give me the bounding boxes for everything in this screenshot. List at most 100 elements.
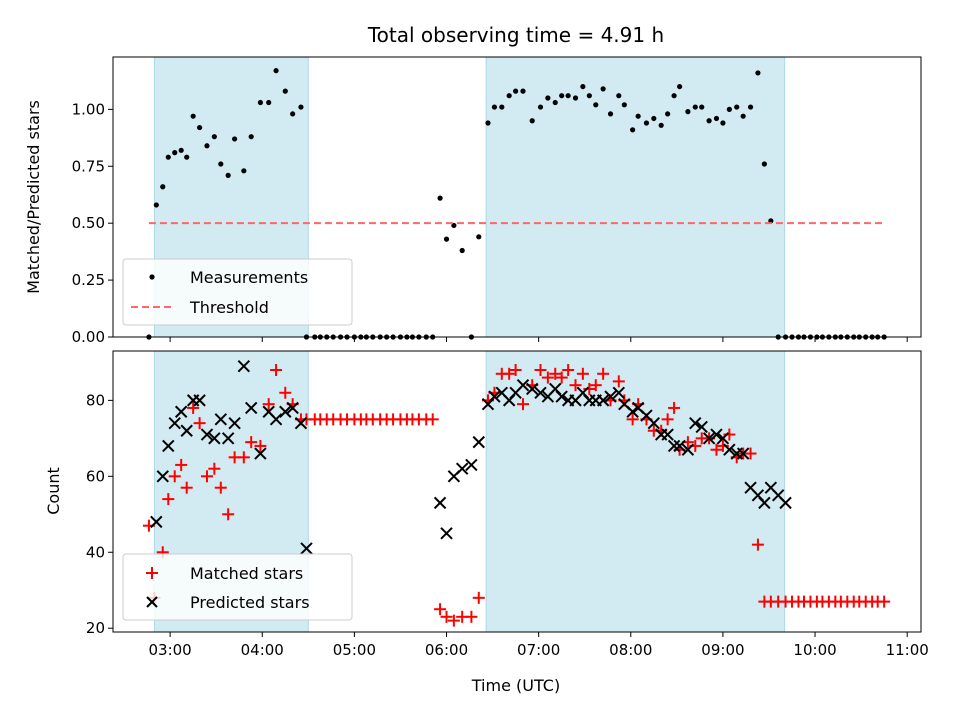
matched-star-point bbox=[661, 413, 674, 426]
ratio-legend: Measurements Threshold bbox=[122, 258, 353, 326]
predicted-star-point bbox=[647, 416, 661, 430]
matched-star-point bbox=[516, 398, 529, 411]
measurement-point bbox=[290, 111, 296, 117]
x-tick-label: 05:00 bbox=[333, 641, 376, 659]
matched-star-point bbox=[534, 363, 547, 376]
legend-predicted-marker bbox=[146, 596, 158, 608]
matched-star-point bbox=[472, 591, 485, 604]
measurement-point bbox=[665, 111, 671, 117]
matched-star-point bbox=[214, 481, 227, 494]
count-axis-ticks: 20 40 60 80 03:00 04:00 05:00 06:00 07:00 08:00 09… bbox=[86, 391, 929, 659]
matched-star-point bbox=[254, 439, 267, 452]
matched-star-point bbox=[162, 493, 175, 506]
measurement-point bbox=[506, 93, 512, 99]
x-tick-label: 11:00 bbox=[886, 641, 929, 659]
measurement-point bbox=[586, 93, 592, 99]
predicted-star-point bbox=[180, 424, 193, 437]
measurement-point bbox=[677, 83, 683, 90]
y-tick-label: 0.75 bbox=[72, 157, 105, 175]
measurement-point bbox=[513, 88, 519, 94]
matched-star-point bbox=[434, 603, 447, 616]
matched-star-point bbox=[187, 401, 200, 414]
shaded-interval bbox=[485, 56, 786, 338]
measurement-point bbox=[706, 118, 712, 124]
legend-predicted-label: Predicted stars bbox=[190, 593, 310, 612]
predicted-star-point bbox=[269, 413, 283, 426]
measurement-point bbox=[726, 106, 732, 112]
predicted-star-point bbox=[673, 439, 686, 453]
y-tick-label: 0.00 bbox=[72, 328, 105, 346]
matched-star-point bbox=[262, 398, 275, 411]
measurement-point bbox=[153, 202, 159, 208]
predicted-star-point bbox=[156, 470, 169, 483]
measurement-point bbox=[740, 113, 746, 119]
measurement-point bbox=[734, 104, 740, 110]
shaded-intervals bbox=[153, 56, 786, 338]
matched-star-point bbox=[245, 436, 258, 449]
measurement-point bbox=[476, 234, 482, 240]
predicted-star-point bbox=[279, 405, 292, 418]
ratio-axis-ticks: 0.00 0.25 0.50 0.75 1.00 bbox=[72, 100, 908, 346]
measurement-point bbox=[616, 93, 622, 99]
x-tick-label: 03:00 bbox=[149, 641, 192, 659]
predicted-star-point bbox=[702, 432, 716, 445]
predicted-star-point bbox=[681, 443, 695, 456]
predicted-star-point bbox=[488, 390, 501, 403]
matched-star-point bbox=[426, 413, 439, 426]
predicted-star-point bbox=[723, 443, 736, 456]
legend-threshold-label: Threshold bbox=[189, 298, 269, 317]
matched-star-point bbox=[744, 447, 757, 460]
measurement-point bbox=[241, 168, 247, 174]
matched-star-point bbox=[180, 481, 193, 494]
measurement-point bbox=[692, 104, 698, 110]
matched-star-point bbox=[509, 363, 522, 376]
panel-count: 20 40 60 80 03:00 04:00 05:00 06:00 07:00 08:00 09… bbox=[44, 350, 929, 659]
matched-star-point bbox=[503, 367, 516, 380]
measurement-point bbox=[545, 95, 551, 101]
ratio-y-label: Matched/Predicted stars bbox=[24, 100, 43, 294]
measurement-point bbox=[630, 127, 636, 133]
ratio-axes-frame bbox=[112, 56, 922, 338]
measurement-point bbox=[172, 150, 178, 156]
matched-star-point bbox=[878, 595, 891, 608]
measurement-point bbox=[761, 161, 767, 167]
measurement-point bbox=[298, 104, 304, 110]
matched-star-point bbox=[168, 470, 181, 483]
measurement-point bbox=[720, 120, 726, 126]
predicted-star-point bbox=[710, 428, 723, 441]
predicted-star-point bbox=[254, 447, 267, 460]
matched-star-point bbox=[569, 379, 582, 392]
count-legend: Matched stars Predicted stars bbox=[122, 553, 353, 621]
matched-star-point bbox=[597, 367, 610, 380]
measurement-point bbox=[225, 172, 231, 178]
y-tick-label: 40 bbox=[86, 543, 105, 561]
predicted-star-point bbox=[667, 439, 681, 453]
y-tick-label: 1.00 bbox=[72, 100, 105, 118]
predicted-star-point bbox=[455, 462, 469, 475]
predicted-star-point bbox=[465, 458, 478, 472]
matched-star-point bbox=[589, 379, 602, 392]
measurement-point bbox=[537, 104, 544, 110]
predicted-star-point bbox=[555, 390, 568, 403]
predicted-star-point bbox=[244, 401, 258, 415]
matched-star-point bbox=[200, 470, 213, 483]
shaded-interval bbox=[485, 350, 786, 633]
matched-star-point bbox=[279, 386, 292, 399]
x-tick-label: 06:00 bbox=[425, 641, 468, 659]
measurement-point bbox=[747, 104, 754, 110]
predicted-star-point bbox=[440, 527, 453, 540]
y-tick-label: 60 bbox=[86, 467, 105, 485]
measurement-point bbox=[635, 113, 641, 119]
measurement-point bbox=[520, 88, 526, 94]
measurement-point bbox=[755, 70, 761, 76]
measurement-point bbox=[565, 93, 571, 99]
matched-star-point bbox=[222, 508, 235, 521]
y-tick-label: 20 bbox=[86, 619, 105, 637]
legend-matched-label: Matched stars bbox=[190, 564, 303, 583]
measurement-point bbox=[485, 120, 491, 126]
measurement-point bbox=[593, 102, 599, 108]
measurement-point bbox=[197, 124, 203, 131]
predicted-star-point bbox=[596, 394, 610, 407]
matched-star-point bbox=[668, 401, 681, 414]
